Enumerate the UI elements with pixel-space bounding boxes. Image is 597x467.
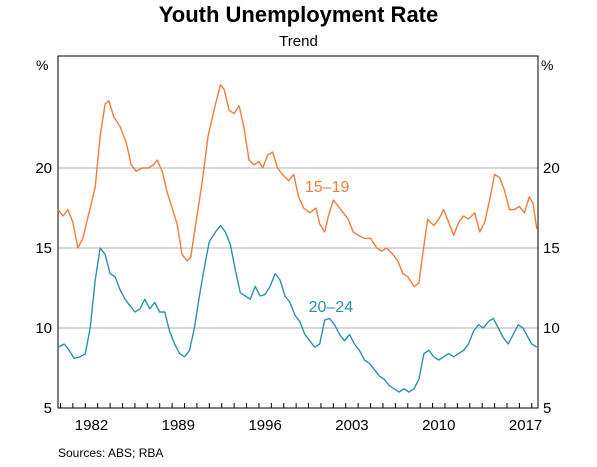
x-tick-label: 2003 xyxy=(335,417,368,434)
chart-title: Youth Unemployment Rate xyxy=(158,2,439,27)
x-tick-label: 2017 xyxy=(509,417,542,434)
series-label-15-19: 15–19 xyxy=(305,179,350,196)
source-note: Sources: ABS; RBA xyxy=(58,446,164,460)
y-tick-label-left: 15 xyxy=(35,240,52,257)
y-tick-label-right: 20 xyxy=(543,160,560,177)
plot-frame xyxy=(57,55,539,409)
x-tick-label: 2010 xyxy=(422,417,455,434)
y-unit-right: % xyxy=(541,57,553,73)
x-tick-label: 1989 xyxy=(162,417,195,434)
series-label-20-24: 20–24 xyxy=(309,299,354,316)
y-tick-label-right: 5 xyxy=(543,400,551,417)
x-axis: 1982 1989 1996 2003 2010 2017 xyxy=(59,403,542,434)
series-line-20-24 xyxy=(57,224,538,393)
y-tick-label-right: 15 xyxy=(543,240,560,257)
y-axis: 5 5 10 10 15 15 20 20 xyxy=(35,160,559,417)
y-unit-left: % xyxy=(36,57,48,73)
y-tick-label-left: 20 xyxy=(35,160,52,177)
x-tick-label: 1996 xyxy=(248,417,281,434)
y-tick-label-left: 10 xyxy=(35,320,52,337)
series-line-15-19 xyxy=(57,84,538,288)
gridlines xyxy=(58,167,538,329)
y-tick-label-right: 10 xyxy=(543,320,560,337)
x-tick-label: 1982 xyxy=(75,417,108,434)
chart-subtitle: Trend xyxy=(279,33,318,50)
series-layer: 15–19 20–24 xyxy=(57,84,538,393)
y-tick-label-left: 5 xyxy=(44,400,52,417)
